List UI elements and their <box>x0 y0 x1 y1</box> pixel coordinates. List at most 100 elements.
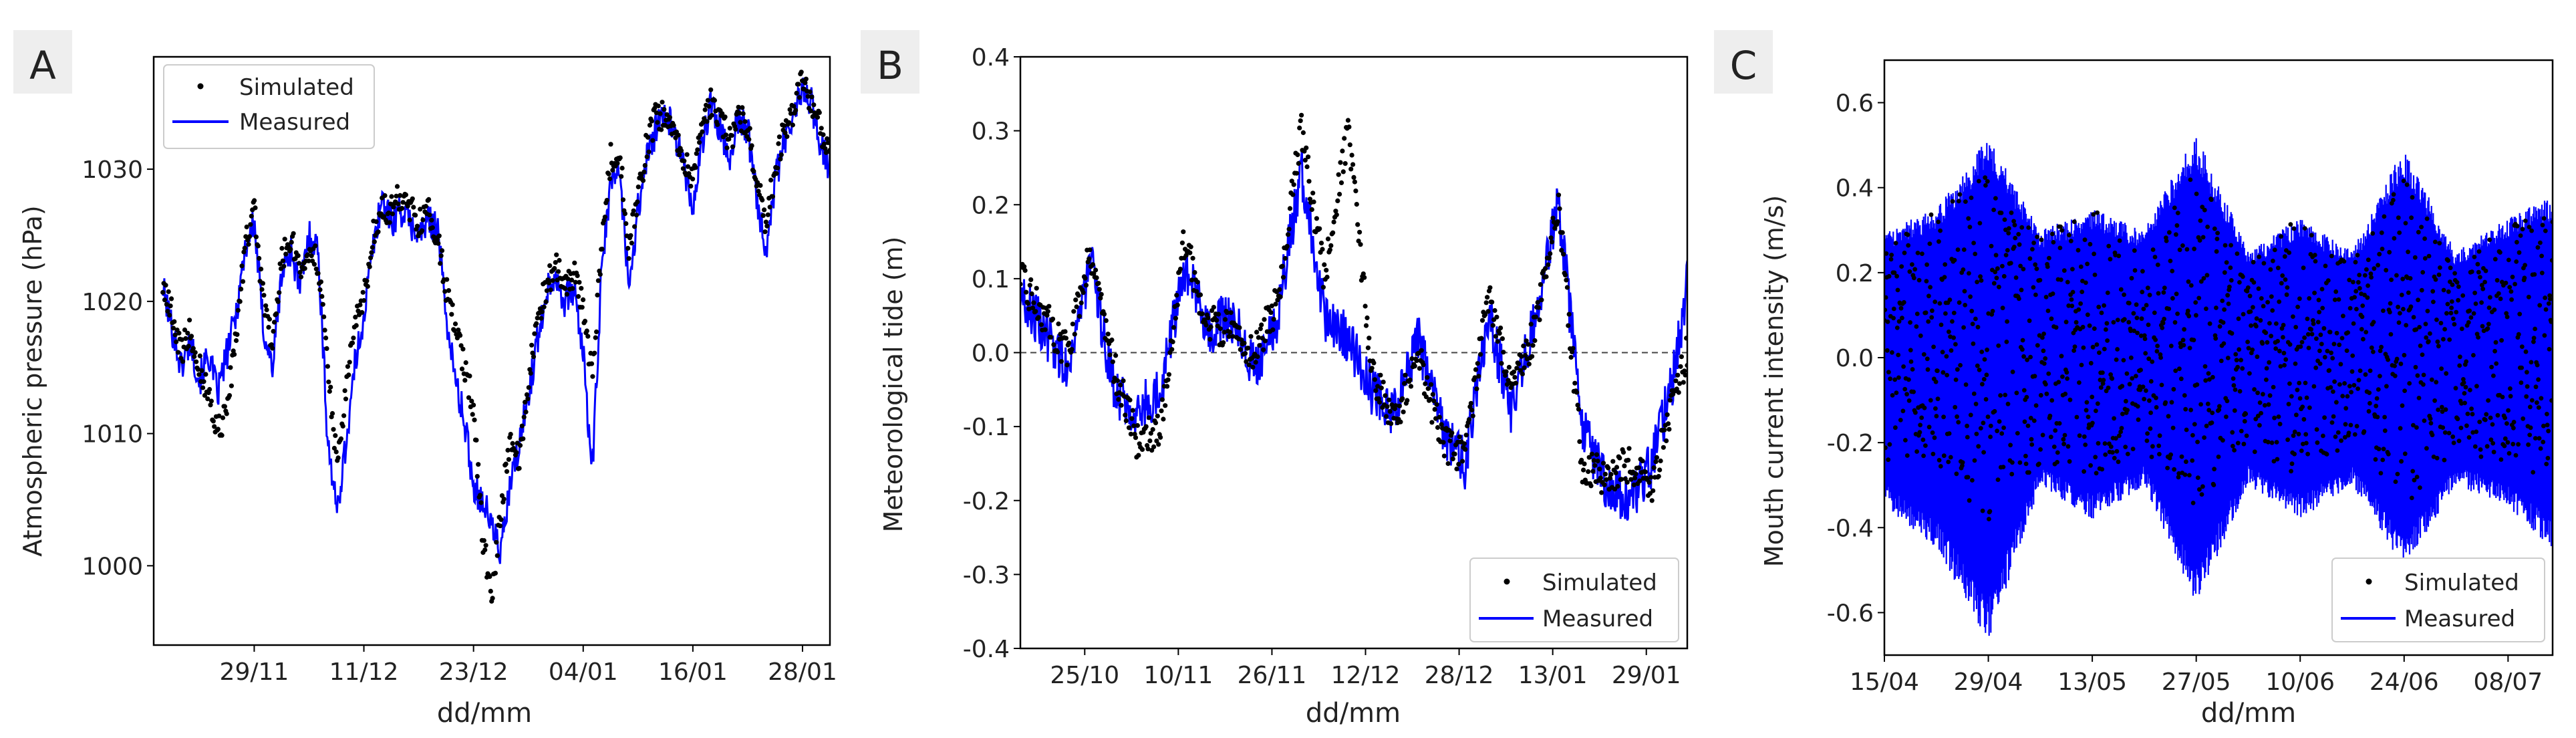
simulated-point <box>2488 295 2492 300</box>
simulated-point <box>1546 262 1551 267</box>
simulated-point <box>1259 322 1264 328</box>
simulated-point <box>2226 301 2231 306</box>
simulated-point <box>1599 490 1604 495</box>
simulated-point <box>438 253 444 259</box>
simulated-point <box>2362 292 2368 297</box>
simulated-point <box>1353 189 1358 194</box>
simulated-point <box>2476 249 2482 254</box>
simulated-point <box>619 165 625 171</box>
simulated-point <box>2192 246 2197 251</box>
panel-a-legend-simulated: Simulated <box>239 74 354 101</box>
plot-area <box>160 70 830 604</box>
simulated-point <box>2465 411 2470 416</box>
simulated-point <box>1322 262 1327 267</box>
simulated-point <box>343 396 349 402</box>
simulated-point <box>2341 259 2347 264</box>
simulated-point <box>1029 291 1034 297</box>
simulated-point <box>2454 310 2459 315</box>
simulated-point <box>2168 452 2174 457</box>
simulated-point <box>487 574 492 580</box>
simulated-point <box>2414 475 2420 479</box>
simulated-point <box>2265 299 2271 305</box>
simulated-point <box>1892 377 1898 382</box>
simulated-point <box>2204 423 2209 428</box>
simulated-point <box>1514 366 1520 371</box>
simulated-point <box>815 114 821 120</box>
simulated-point <box>2391 192 2396 197</box>
simulated-point <box>2498 457 2504 462</box>
simulated-point <box>2014 390 2019 396</box>
simulated-point <box>203 372 208 377</box>
simulated-point <box>1103 318 1109 324</box>
simulated-point <box>2065 376 2070 381</box>
simulated-point <box>1979 278 1984 283</box>
simulated-point <box>2353 289 2359 294</box>
panel-b-legend-simulated-marker <box>1504 578 1510 585</box>
simulated-point <box>1606 465 1611 471</box>
simulated-point <box>255 243 261 249</box>
simulated-point <box>510 441 515 447</box>
simulated-point <box>2214 305 2219 310</box>
simulated-point <box>1063 336 1068 341</box>
simulated-point <box>821 132 826 138</box>
simulated-point <box>1062 329 1068 334</box>
simulated-point <box>2176 475 2181 480</box>
simulated-point <box>2486 398 2491 403</box>
simulated-point <box>2545 422 2550 428</box>
simulated-point <box>662 107 667 112</box>
simulated-point <box>2083 443 2088 447</box>
simulated-point <box>2376 387 2381 392</box>
simulated-point <box>1925 367 1930 372</box>
simulated-point <box>1311 199 1316 205</box>
simulated-point <box>1222 317 1228 322</box>
simulated-point <box>1600 461 1606 466</box>
simulated-point <box>2261 261 2267 266</box>
simulated-point <box>2070 267 2075 271</box>
simulated-point <box>1459 459 1465 464</box>
simulated-point <box>2199 492 2204 497</box>
simulated-point <box>1999 431 2005 436</box>
simulated-point <box>2260 341 2265 346</box>
simulated-point <box>2439 366 2444 371</box>
simulated-point <box>2432 398 2438 403</box>
simulated-point <box>593 335 598 340</box>
simulated-point <box>2455 416 2460 422</box>
simulated-point <box>2170 425 2176 430</box>
simulated-point <box>1546 255 1552 261</box>
simulated-point <box>1501 350 1506 355</box>
simulated-point <box>2138 368 2144 372</box>
simulated-point <box>1345 118 1350 123</box>
simulated-point <box>2480 324 2485 329</box>
simulated-point <box>2485 326 2490 331</box>
simulated-point <box>1665 412 1670 417</box>
simulated-point <box>1072 332 1077 337</box>
simulated-point <box>2262 403 2267 408</box>
simulated-point <box>2366 408 2372 414</box>
simulated-point <box>1918 333 1923 338</box>
simulated-point <box>524 392 530 398</box>
simulated-point <box>444 277 450 282</box>
simulated-point <box>331 445 337 451</box>
simulated-point <box>2499 338 2505 343</box>
simulated-point <box>190 346 196 351</box>
simulated-point <box>413 213 418 218</box>
simulated-point <box>2311 318 2315 323</box>
simulated-point <box>2375 414 2380 420</box>
simulated-point <box>452 328 457 333</box>
simulated-point <box>2402 352 2407 358</box>
simulated-point <box>2097 350 2102 355</box>
simulated-point <box>2309 327 2314 332</box>
simulated-point <box>2369 275 2374 280</box>
simulated-point <box>2278 364 2283 369</box>
simulated-point <box>1956 420 1961 424</box>
simulated-point <box>503 461 509 467</box>
simulated-point <box>2243 411 2249 416</box>
simulated-point <box>2044 391 2049 396</box>
simulated-point <box>2412 255 2418 260</box>
simulated-point <box>1146 415 1152 420</box>
simulated-point <box>2363 372 2368 377</box>
simulated-point <box>1044 313 1050 318</box>
simulated-point <box>640 178 646 183</box>
simulated-point <box>2479 300 2484 305</box>
simulated-point <box>2428 420 2434 426</box>
